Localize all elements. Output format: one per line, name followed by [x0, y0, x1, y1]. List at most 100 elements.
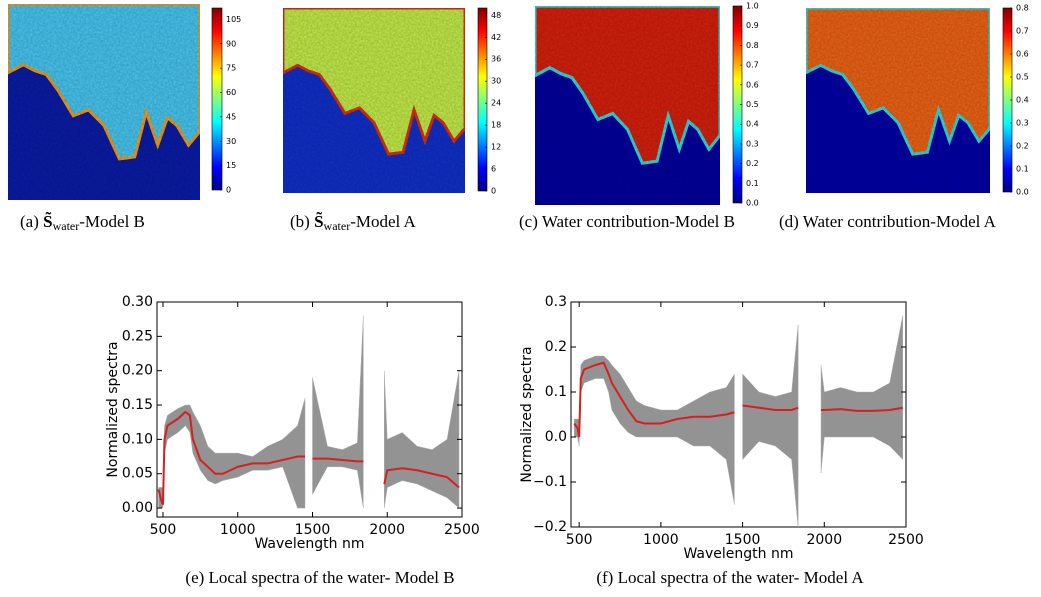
colorbar-tick-label: 0.0	[746, 199, 759, 208]
colorbar-tick-label: 48	[491, 11, 501, 20]
colorbar-tick-label: 0	[491, 187, 496, 196]
colorbar-tick-label: 75	[226, 64, 236, 73]
caption-c: (c) Water contribution-Model B	[519, 212, 778, 232]
colorbar-tick-label: 24	[491, 99, 501, 108]
plot-area	[156, 301, 463, 518]
caption-e: (e) Local spectra of the water- Model B	[185, 568, 455, 587]
x-tick-label: 2000	[806, 532, 842, 548]
caption-label: (a)	[20, 212, 39, 231]
caption-b: (b) S̃water-Model A	[290, 212, 416, 236]
colorbar-tick-label: 0.8	[1016, 4, 1029, 13]
colorbar-tick-label: 42	[491, 33, 501, 42]
caption-text: Water contribution-Model B	[541, 212, 735, 231]
texture	[806, 8, 990, 193]
y-tick-label: 0.3	[545, 294, 567, 310]
colorbar-tick-label: 0.7	[746, 61, 759, 70]
x-tick-label: 1500	[295, 522, 331, 538]
colorbar	[211, 7, 223, 191]
x-tick-label: 1000	[643, 532, 679, 548]
mean-spectrum	[573, 361, 735, 438]
texture	[8, 4, 200, 200]
colorbar-tick-label: 6	[491, 165, 496, 174]
colorbar-tick-label: 0.1	[746, 179, 759, 188]
y-tick-label: 0.0	[545, 429, 567, 445]
colorbar-tick-label: 30	[491, 77, 501, 86]
y-tick-label: 0.00	[122, 500, 153, 516]
caption-symbol: S̃	[314, 212, 324, 231]
y-tick-label: −0.1	[533, 474, 567, 490]
spectra-spread	[158, 398, 306, 509]
colorbar-tick-label: 0.7	[1016, 27, 1029, 36]
y-axis-label: Normalized spectra	[519, 346, 535, 482]
x-axis-label: Wavelength nm	[254, 536, 364, 552]
y-tick-label: 0.30	[122, 294, 153, 310]
colorbar-tick-label: 0.2	[1016, 142, 1029, 151]
mean-spectrum	[312, 457, 364, 463]
colorbar-tick-label: 0.8	[746, 41, 759, 50]
x-tick-label: 2500	[888, 532, 924, 548]
colorbar-tick-label: 18	[491, 121, 501, 130]
x-tick-label: 2500	[444, 522, 480, 538]
caption-f: (f) Local spectra of the water- Model A	[596, 568, 864, 587]
colorbar-tick-label: 15	[226, 161, 236, 170]
spectra-spread	[742, 324, 799, 527]
x-axis-label: Wavelength nm	[683, 546, 793, 562]
caption-label: (d)	[779, 212, 799, 231]
x-tick-label: 500	[150, 522, 177, 538]
y-tick-label: 0.15	[122, 397, 153, 413]
colorbar-tick-label: 0.6	[746, 80, 759, 89]
caption-label: (c)	[519, 212, 538, 231]
heatmap-image	[283, 8, 465, 193]
plot-frame	[570, 301, 907, 528]
caption-subscript: water	[52, 219, 80, 233]
colorbar-tick-label: 0.6	[1016, 50, 1029, 59]
colorbar-tick-label: 90	[226, 39, 236, 48]
y-tick-label: 0.1	[545, 384, 567, 400]
colorbar-tick-label: 0.3	[1016, 119, 1029, 128]
plot-frame	[156, 301, 463, 518]
x-tick-label: 500	[566, 532, 593, 548]
x-tick-label: 1500	[725, 532, 761, 548]
colorbar-tick-label: 1.0	[746, 2, 759, 11]
x-tick-label: 2000	[369, 522, 405, 538]
spectra-spread	[574, 355, 735, 505]
caption-text: -Model A	[350, 212, 416, 231]
x-tick-label: 1000	[220, 522, 256, 538]
texture	[535, 6, 720, 205]
colorbar-tick-label: 12	[491, 143, 501, 152]
colorbar-tick-label: 0.3	[746, 139, 759, 148]
caption-a: (a) S̃water-Model B	[20, 212, 145, 236]
mean-spectrum	[821, 406, 903, 412]
caption-symbol: S̃	[43, 212, 53, 231]
heatmap-image	[535, 6, 720, 205]
colorbar-tick-label: 36	[491, 55, 501, 64]
spectra-spread	[820, 315, 903, 474]
heatmap-image	[806, 8, 990, 193]
caption-subscript: water	[323, 219, 351, 233]
y-tick-label: 0.10	[122, 431, 153, 447]
caption-text: -Model B	[79, 212, 145, 231]
heatmap-image	[8, 4, 200, 200]
colorbar-tick-label: 60	[226, 88, 236, 97]
y-axis-label: Normalized spectra	[105, 341, 121, 477]
y-tick-label: 0.2	[545, 339, 567, 355]
colorbar-tick-label: 0.5	[746, 100, 759, 109]
colorbar-tick-label: 30	[226, 137, 236, 146]
mean-spectrum	[383, 467, 460, 489]
colorbar-tick-label: 0.4	[746, 120, 759, 129]
y-tick-label: 0.20	[122, 363, 153, 379]
colorbar	[477, 7, 488, 192]
plot-marks	[157, 315, 460, 509]
y-tick-label: 0.25	[122, 328, 153, 344]
mean-spectrum	[157, 410, 306, 506]
plot-background	[157, 302, 462, 517]
caption-d: (d) Water contribution-Model A	[779, 212, 1037, 232]
colorbar-tick-label: 0.4	[1016, 96, 1029, 105]
colorbar-tick-label: 0.0	[1016, 188, 1029, 197]
colorbar-tick-label: 0.5	[1016, 73, 1029, 82]
colorbar-tick-label: 0	[226, 186, 231, 195]
y-tick-label: −0.2	[533, 519, 567, 535]
plot-marks	[573, 315, 903, 527]
